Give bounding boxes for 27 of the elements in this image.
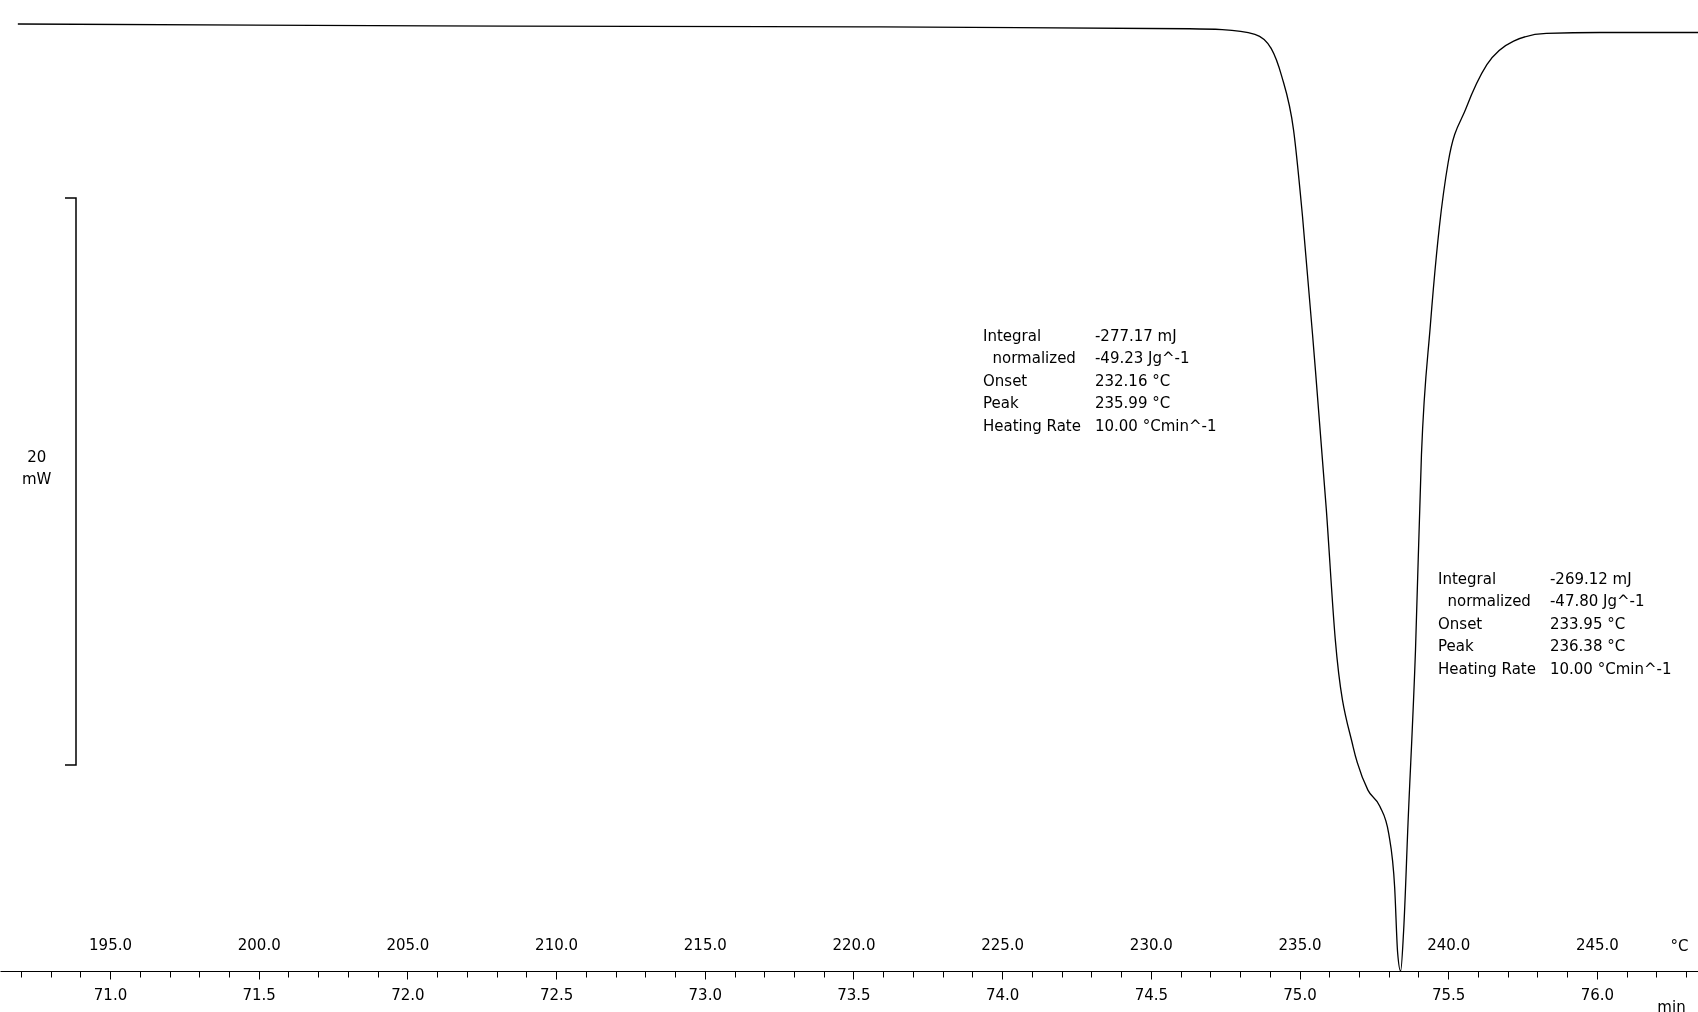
x-tick-label: 215.0 <box>683 935 727 954</box>
x-tick-label: 225.0 <box>981 935 1025 954</box>
x2-tick-label: 74.5 <box>1134 985 1169 1004</box>
x2-tick-label: 73.5 <box>837 985 871 1004</box>
x-tick-label: 195.0 <box>89 935 132 954</box>
x2-tick-label: 72.5 <box>539 985 574 1004</box>
x2-tick-label: 74.0 <box>985 985 1020 1004</box>
x-tick-label: 220.0 <box>832 935 876 954</box>
x-tick-label: 230.0 <box>1129 935 1173 954</box>
x2-tick-label: 72.0 <box>391 985 425 1004</box>
x-tick-label: 245.0 <box>1575 935 1619 954</box>
annotation: 20 mW <box>22 447 52 491</box>
x2-tick-label: 76.0 <box>1580 985 1615 1004</box>
x2-tick-label: 75.0 <box>1283 985 1317 1004</box>
x2-tick-label: 71.5 <box>242 985 276 1004</box>
x-tick-label: 210.0 <box>535 935 579 954</box>
x-tick-label: 235.0 <box>1278 935 1322 954</box>
x2-tick-label: 73.0 <box>688 985 722 1004</box>
x-axis-title: °C <box>1670 936 1689 955</box>
x-tick-label: 200.0 <box>237 935 281 954</box>
text: Integral -269.12 mJ normalized -47.80 Jg^-1 Onset 233.95 °C Peak 236.38 °C Heating Rate 10.00 °Cmin^-1 <box>1438 570 1672 678</box>
x-tick-label: 240.0 <box>1427 935 1471 954</box>
x2-tick-label: 75.5 <box>1432 985 1466 1004</box>
text: Integral -277.17 mJ normalized -49.23 Jg^-1 Onset 232.16 °C Peak 235.99 °C Heating Rate 10.00 °Cmin^-1 <box>983 327 1217 435</box>
x-tick-label: 205.0 <box>386 935 430 954</box>
x2-axis-title: min <box>1657 997 1686 1012</box>
x2-tick-label: 71.0 <box>93 985 128 1004</box>
